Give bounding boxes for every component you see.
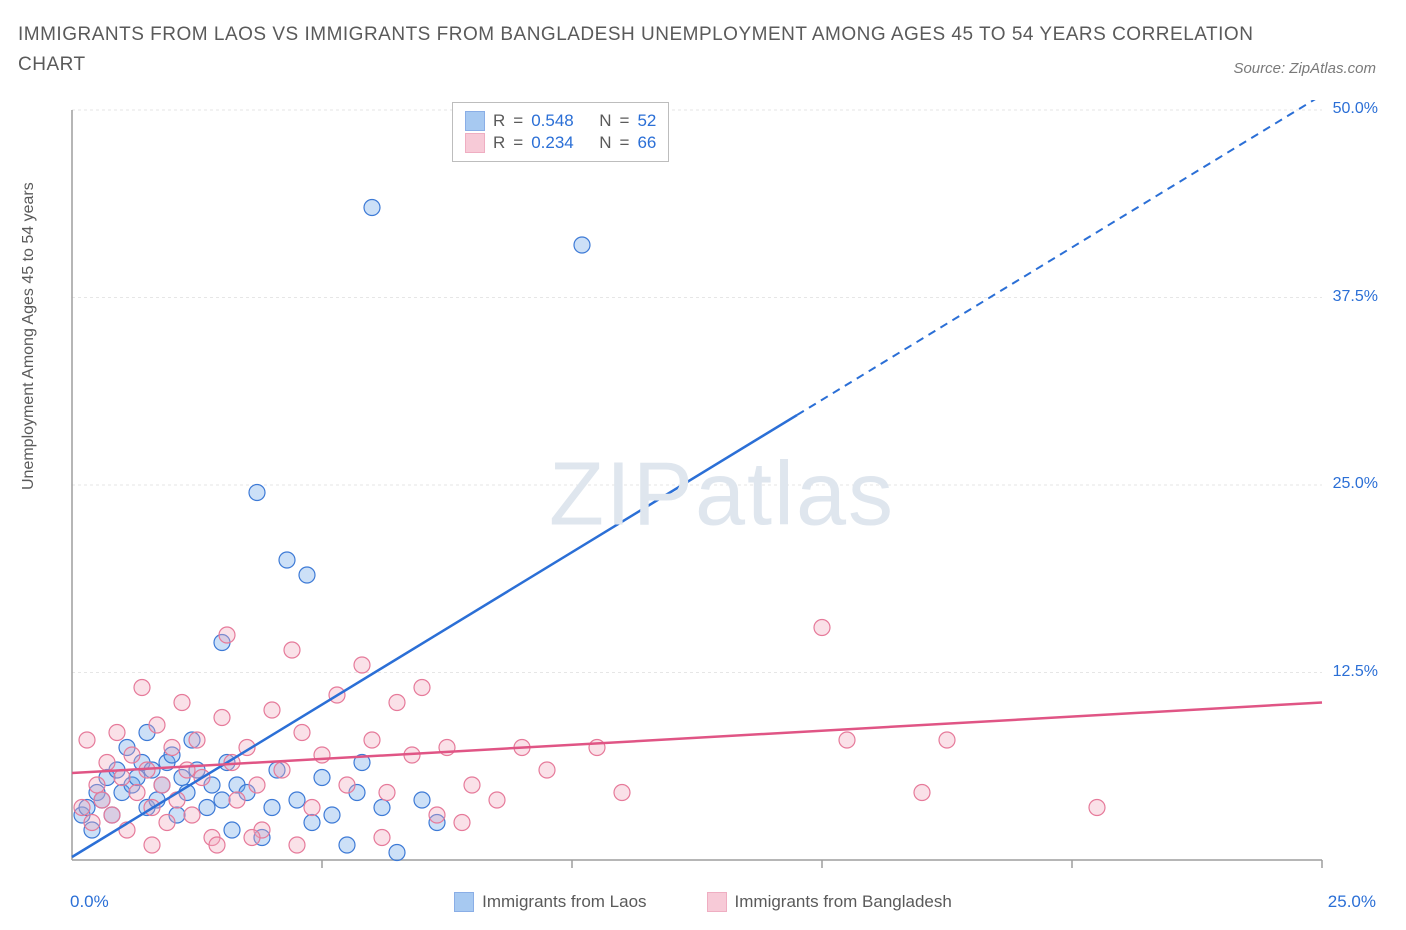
r-value-laos: 0.548 [531,111,574,131]
plot-area: ZIPatlas 12.5%25.0%37.5%50.0% R=0.548 N=… [62,100,1382,890]
y-tick-label: 37.5% [1333,288,1378,306]
legend-item-laos: Immigrants from Laos [454,892,646,912]
scatter-plot-svg [62,100,1382,890]
chart-container: IMMIGRANTS FROM LAOS VS IMMIGRANTS FROM … [0,0,1406,930]
legend-label-bangladesh: Immigrants from Bangladesh [735,892,952,912]
correlation-stats-box: R=0.548 N=52R=0.234 N=66 [452,102,669,162]
n-value-laos: 52 [637,111,656,131]
n-value-bangladesh: 66 [637,133,656,153]
y-tick-label: 12.5% [1333,663,1378,681]
legend-item-bangladesh: Immigrants from Bangladesh [707,892,952,912]
chart-title: IMMIGRANTS FROM LAOS VS IMMIGRANTS FROM … [18,20,1286,81]
y-tick-label: 50.0% [1333,100,1378,118]
stats-swatch-bangladesh [465,133,485,153]
r-value-bangladesh: 0.234 [531,133,574,153]
stats-row-laos: R=0.548 N=52 [465,111,656,131]
legend: Immigrants from Laos Immigrants from Ban… [0,892,1406,912]
stats-row-bangladesh: R=0.234 N=66 [465,133,656,153]
source-attribution: Source: ZipAtlas.com [1233,60,1376,77]
legend-swatch-bangladesh [707,892,727,912]
y-axis-label: Unemployment Among Ages 45 to 54 years [20,182,38,490]
legend-label-laos: Immigrants from Laos [482,892,646,912]
y-tick-label: 25.0% [1333,475,1378,493]
legend-swatch-laos [454,892,474,912]
stats-swatch-laos [465,111,485,131]
